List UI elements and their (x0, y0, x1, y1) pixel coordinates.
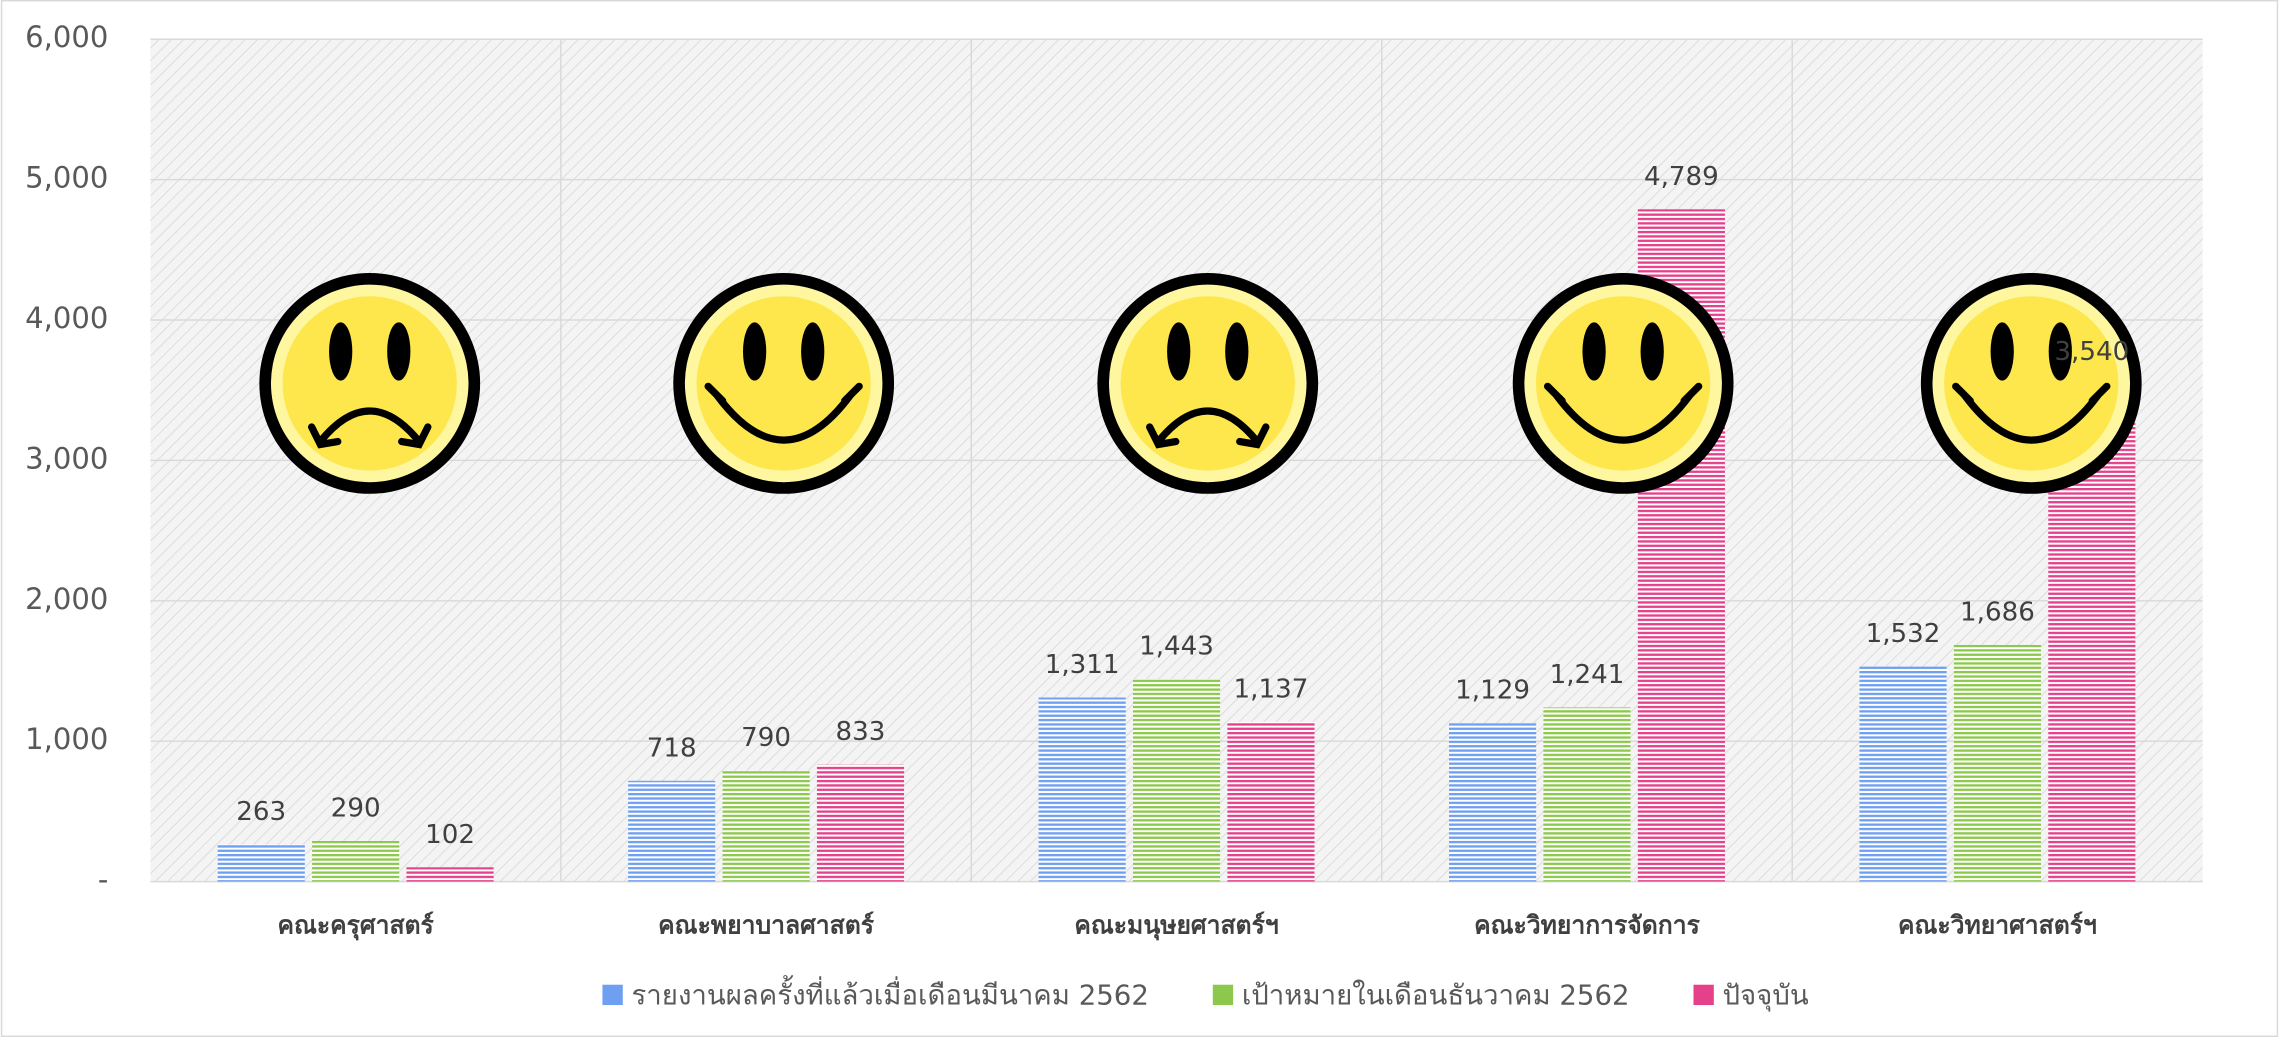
value-label: 290 (331, 793, 381, 823)
value-label: 102 (425, 820, 475, 850)
legend-label: เป้าหมายในเดือนธันวาคม 2562 (1242, 978, 1630, 1011)
bar (1859, 666, 1947, 882)
y-tick-label: 1,000 (25, 722, 108, 756)
x-tick-label: คณะมนุษยศาสตร์ฯ (1074, 911, 1278, 942)
value-label: 790 (741, 723, 791, 753)
y-tick-label: 5,000 (25, 161, 108, 195)
happy-face (673, 273, 895, 494)
y-tick-label: 3,000 (25, 441, 108, 475)
value-label: 4,789 (1644, 162, 1719, 192)
bar (1132, 679, 1221, 882)
grid (150, 38, 2203, 883)
value-label: 1,241 (1550, 660, 1625, 690)
bar (217, 844, 305, 882)
legend-item: รายงานผลครั้งที่แล้วเมื่อเดือนมีนาคม 256… (602, 975, 1149, 1011)
value-label: 3,540 (2054, 337, 2129, 367)
bar (1038, 697, 1126, 882)
bar (1543, 707, 1631, 882)
bar (406, 867, 494, 882)
value-label: 718 (647, 733, 697, 763)
bar (1449, 723, 1537, 882)
value-label: 1,137 (1234, 675, 1309, 705)
x-tick-label: คณะวิทยาการจัดการ (1474, 911, 1701, 940)
value-label: 1,129 (1455, 676, 1530, 706)
value-label: 833 (836, 717, 886, 747)
sad-face (259, 273, 481, 494)
happy-face (1512, 273, 1734, 494)
legend-item: เป้าหมายในเดือนธันวาคม 2562 (1212, 978, 1630, 1011)
bar (628, 780, 716, 882)
labels: - 1,000 2,000 3,000 4,000 5,000 6,000 คณะครุศาส… (25, 20, 2129, 941)
legend-swatch (1693, 984, 1714, 1006)
bar (1953, 644, 2041, 882)
happy-face (1920, 273, 2142, 494)
bar (816, 764, 905, 882)
legend-item: ปัจจุบัน (1693, 978, 1809, 1012)
y-tick-label: - (98, 863, 108, 897)
sad-face (1097, 273, 1319, 494)
legend-swatch (1212, 984, 1234, 1006)
y-tick-label: 2,000 (25, 582, 108, 616)
legend-label: ปัจจุบัน (1723, 978, 1809, 1012)
bar (722, 770, 810, 882)
value-label: 263 (236, 797, 286, 827)
value-label: 1,443 (1139, 632, 1214, 662)
legend-swatch (602, 984, 623, 1006)
bar (312, 840, 400, 882)
x-tick-label: คณะพยาบาลศาสตร์ (658, 911, 875, 940)
x-tick-label: คณะครุศาสตร์ (277, 911, 434, 942)
value-label: 1,532 (1866, 619, 1941, 649)
legend: รายงานผลครั้งที่แล้วเมื่อเดือนมีนาคม 256… (602, 975, 1809, 1012)
y-tick-label: 6,000 (25, 20, 108, 54)
value-label: 1,311 (1045, 650, 1120, 680)
y-tick-label: 4,000 (25, 301, 108, 335)
bar (1227, 721, 1315, 882)
value-label: 1,686 (1960, 597, 2035, 627)
legend-label: รายงานผลครั้งที่แล้วเมื่อเดือนมีนาคม 256… (631, 975, 1148, 1011)
x-tick-label: คณะวิทยาศาสตร์ฯ (1898, 911, 2097, 940)
